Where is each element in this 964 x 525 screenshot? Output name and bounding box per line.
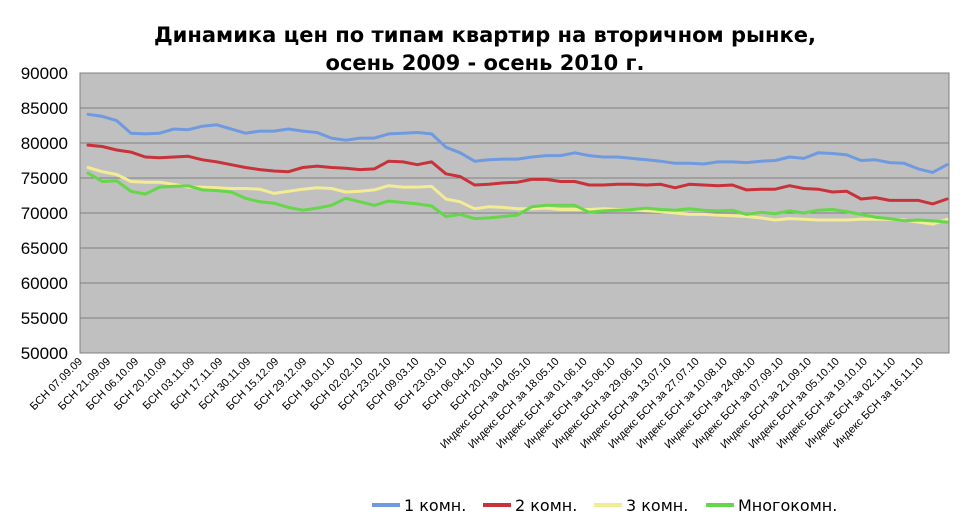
chart-subtitle: осень 2009 - осень 2010 г. (326, 51, 645, 75)
legend-label: 1 комн. (404, 496, 466, 515)
y-tick-label: 65000 (21, 239, 68, 258)
series-line-4 (86, 171, 949, 224)
y-tick-label: 90000 (21, 64, 68, 83)
y-tick-label: 85000 (21, 99, 68, 118)
series-lines (86, 112, 949, 226)
y-tick-label: 70000 (21, 204, 68, 223)
series-line-1 (86, 112, 949, 174)
series-line-2 (86, 143, 949, 206)
series-line-3 (86, 166, 949, 226)
y-axis-ticks: 50000 55000 60000 65000 70000 75000 80000 85000… (21, 64, 68, 363)
legend-label: 2 комн. (515, 496, 577, 515)
y-tick-label: 50000 (21, 344, 68, 363)
legend-label: 3 комн. (626, 496, 688, 515)
y-tick-label: 60000 (21, 274, 68, 293)
legend-label: Многокомн. (738, 496, 837, 515)
y-tick-label: 55000 (21, 309, 68, 328)
y-tick-label: 80000 (21, 134, 68, 153)
y-tick-label: 75000 (21, 169, 68, 188)
chart-title: Динамика цен по типам квартир на вторичн… (154, 23, 816, 47)
gridlines (80, 72, 949, 354)
legend: 1 комн. 2 комн. 3 комн. Многокомн. (372, 496, 837, 515)
